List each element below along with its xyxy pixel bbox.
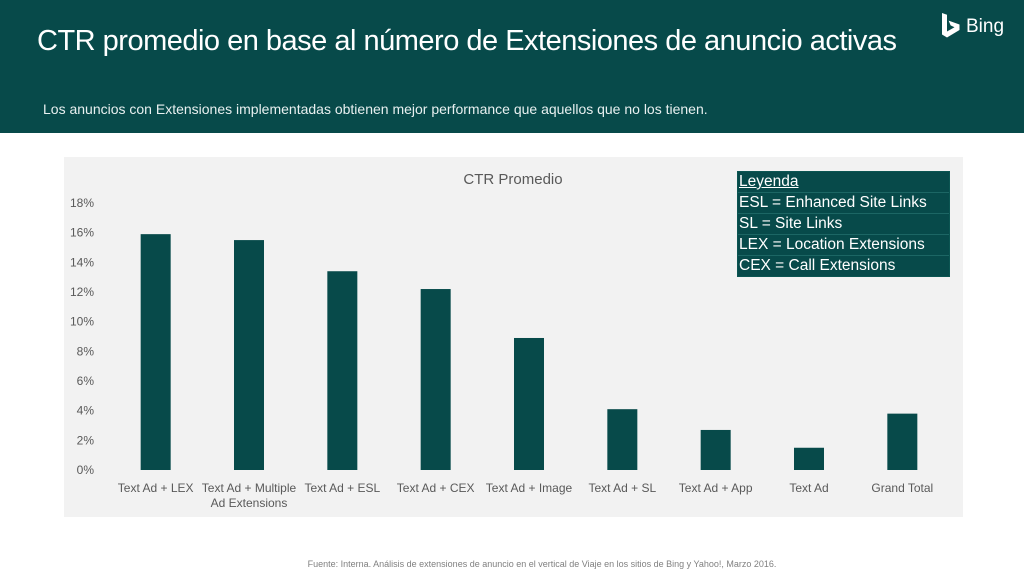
x-axis: Text Ad + LEX Text Ad + Multiple Ad Extens…: [118, 481, 933, 510]
legend-item: CEX = Call Extensions: [739, 257, 896, 274]
y-tick-label: 12%: [70, 285, 94, 299]
legend-box: Leyenda ESL = Enhanced Site Links SL = S…: [737, 171, 950, 277]
chart-title: CTR Promedio: [463, 171, 562, 188]
x-tick-label: Text Ad + ESL: [304, 481, 380, 495]
bing-logo: Bing: [940, 12, 1010, 42]
bar: [420, 289, 451, 470]
bar-chart: CTR Promedio 0% 2% 4% 6% 8% 10% 12% 14% 16% 18% T…: [70, 171, 933, 510]
x-tick-label: Text Ad + Multiple Ad Extensions: [202, 481, 297, 510]
y-tick-label: 14%: [70, 255, 94, 269]
bar: [700, 429, 731, 470]
x-tick-label: Text Ad + SL: [588, 481, 656, 495]
header-banner: CTR promedio en base al número de Extens…: [0, 0, 1024, 133]
y-tick-label: 0%: [77, 463, 95, 477]
y-tick-label: 8%: [77, 344, 95, 358]
x-tick-label: Text Ad + CEX: [397, 481, 475, 495]
bar: [887, 413, 918, 470]
x-tick-label: Grand Total: [871, 481, 933, 495]
bar: [794, 447, 824, 470]
bar: [514, 337, 544, 470]
bar: [327, 271, 358, 470]
x-tick-label: Text Ad + Image: [486, 481, 573, 495]
brand-name: Bing: [966, 16, 1005, 37]
page-title: CTR promedio en base al número de Extens…: [37, 25, 897, 57]
page-subtitle: Los anuncios con Extensiones implementad…: [43, 101, 708, 117]
legend-item: SL = Site Links: [738, 214, 949, 235]
y-tick-label: 10%: [70, 315, 94, 329]
bing-logo-icon: [942, 13, 960, 38]
y-tick-label: 2%: [77, 433, 95, 447]
x-tick-label: Text Ad: [789, 481, 828, 495]
y-tick-label: 16%: [70, 226, 94, 240]
bar: [234, 240, 264, 470]
y-tick-label: 6%: [77, 374, 95, 388]
legend-item: ESL = Enhanced Site Links: [738, 193, 949, 214]
bar: [607, 409, 638, 470]
x-tick-label: Text Ad + App: [679, 481, 753, 495]
source-footnote: Fuente: Interna. Análisis de extensiones…: [307, 559, 777, 569]
x-tick-label: Text Ad + LEX: [118, 481, 194, 495]
bars: [140, 234, 918, 470]
legend-item: LEX = Location Extensions: [738, 235, 949, 256]
bar: [140, 234, 171, 470]
y-tick-label: 18%: [70, 196, 94, 210]
y-axis: 0% 2% 4% 6% 8% 10% 12% 14% 16% 18%: [70, 196, 94, 477]
y-tick-label: 4%: [77, 404, 95, 418]
legend-title: Leyenda: [738, 172, 949, 193]
